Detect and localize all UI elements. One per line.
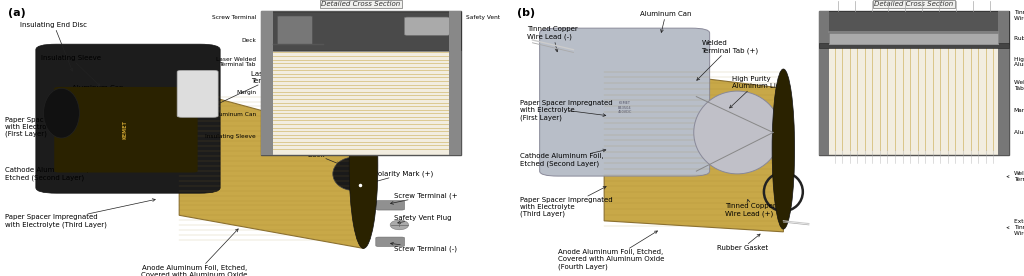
Text: Laser Welded
Terminal Tab: Laser Welded Terminal Tab bbox=[216, 57, 266, 68]
FancyBboxPatch shape bbox=[819, 11, 1009, 44]
Text: Tinned Copper
Wire Lead (+): Tinned Copper Wire Lead (+) bbox=[1007, 10, 1024, 21]
FancyBboxPatch shape bbox=[404, 17, 450, 35]
Text: Insulating End Disc: Insulating End Disc bbox=[20, 22, 87, 71]
Text: Screw Terminal (+: Screw Terminal (+ bbox=[390, 193, 458, 204]
Text: Aluminum Can: Aluminum Can bbox=[1007, 130, 1024, 135]
Polygon shape bbox=[604, 66, 783, 232]
Text: Safety Vent: Safety Vent bbox=[456, 15, 500, 20]
Text: Deck: Deck bbox=[241, 38, 266, 43]
Text: Cathode Aluminum Foil,
Etched (Second Layer): Cathode Aluminum Foil, Etched (Second La… bbox=[520, 149, 606, 167]
Text: KEMET: KEMET bbox=[123, 120, 127, 139]
FancyBboxPatch shape bbox=[540, 28, 710, 176]
Ellipse shape bbox=[43, 88, 80, 138]
Text: (b): (b) bbox=[517, 8, 536, 18]
Text: Insulating Sleeve: Insulating Sleeve bbox=[41, 55, 101, 86]
Ellipse shape bbox=[390, 220, 409, 230]
FancyBboxPatch shape bbox=[376, 201, 404, 210]
Text: Tinned Copper
Wire Lead (+): Tinned Copper Wire Lead (+) bbox=[725, 200, 776, 216]
FancyBboxPatch shape bbox=[36, 44, 220, 193]
Text: Paper Spacer Impregnated
with Electrolyte
(First Layer): Paper Spacer Impregnated with Electrolyt… bbox=[520, 100, 612, 121]
Text: Rubber Gasket: Rubber Gasket bbox=[1007, 36, 1024, 41]
Text: Polarity Mark (+): Polarity Mark (+) bbox=[367, 171, 433, 185]
Text: Aluminum Can: Aluminum Can bbox=[640, 11, 691, 32]
Text: Margin: Margin bbox=[236, 90, 266, 95]
FancyBboxPatch shape bbox=[819, 11, 829, 155]
FancyBboxPatch shape bbox=[261, 12, 461, 50]
Ellipse shape bbox=[694, 91, 781, 174]
Text: Screw Terminal: Screw Terminal bbox=[212, 15, 266, 20]
Text: KEMET
B43504
450VDC: KEMET B43504 450VDC bbox=[617, 101, 632, 114]
FancyBboxPatch shape bbox=[829, 33, 998, 44]
Text: Laser Welded
Terminal Tabs: Laser Welded Terminal Tabs bbox=[213, 71, 298, 106]
FancyBboxPatch shape bbox=[261, 11, 273, 155]
Text: Anode Aluminum Foil, Etched,
Covered with Aluminum Oxide
(Fourth Layer): Anode Aluminum Foil, Etched, Covered wit… bbox=[141, 229, 248, 276]
Text: (a): (a) bbox=[8, 8, 26, 18]
Text: Welded
Terminal Tab (+): Welded Terminal Tab (+) bbox=[696, 40, 759, 80]
Text: Safety Vent Plug: Safety Vent Plug bbox=[394, 215, 452, 224]
Ellipse shape bbox=[772, 69, 795, 229]
Text: Tinned Copper
Wire Lead (-): Tinned Copper Wire Lead (-) bbox=[527, 26, 579, 52]
Text: High Purity
Aluminum Lid: High Purity Aluminum Lid bbox=[1007, 57, 1024, 68]
Text: Insulating Sleeve: Insulating Sleeve bbox=[205, 134, 266, 139]
Text: Rubber Gasket: Rubber Gasket bbox=[717, 234, 768, 251]
Text: Aluminum Can: Aluminum Can bbox=[213, 112, 266, 117]
Text: Cathode Aluminum Foil,
Etched (Second Layer): Cathode Aluminum Foil, Etched (Second La… bbox=[5, 165, 156, 181]
FancyBboxPatch shape bbox=[819, 11, 1009, 155]
Text: Anode Aluminum Foil, Etched,
Covered with Aluminum Oxide
(Fourth Layer): Anode Aluminum Foil, Etched, Covered wit… bbox=[558, 231, 665, 270]
Ellipse shape bbox=[349, 83, 378, 248]
Text: Extended Cathode -
Tinned Copper
Wire Lead (-): Extended Cathode - Tinned Copper Wire Le… bbox=[1007, 219, 1024, 236]
Text: Welded Terminal
Tab (+): Welded Terminal Tab (+) bbox=[1007, 80, 1024, 91]
Polygon shape bbox=[179, 88, 364, 248]
FancyBboxPatch shape bbox=[998, 11, 1009, 155]
FancyBboxPatch shape bbox=[261, 11, 461, 155]
FancyBboxPatch shape bbox=[54, 87, 198, 172]
Text: Detailed Cross Section: Detailed Cross Section bbox=[322, 1, 400, 7]
Text: High Purity
Aluminum Lid: High Purity Aluminum Lid bbox=[730, 76, 780, 108]
FancyBboxPatch shape bbox=[449, 11, 461, 155]
Text: Detailed Cross Section: Detailed Cross Section bbox=[874, 1, 953, 7]
Text: Paper Spacer Impregnated
with Electrolyte
(Third Layer): Paper Spacer Impregnated with Electrolyt… bbox=[520, 187, 612, 217]
Text: Aluminum Can: Aluminum Can bbox=[72, 85, 140, 104]
Text: Paper Spacer Impregnated
with Electrolyte (Third Layer): Paper Spacer Impregnated with Electrolyt… bbox=[5, 199, 156, 227]
Text: Paper Spacer Impregnated
with Electrolyte
(First Layer): Paper Spacer Impregnated with Electrolyt… bbox=[5, 117, 156, 139]
FancyBboxPatch shape bbox=[819, 43, 1009, 48]
FancyBboxPatch shape bbox=[278, 16, 312, 45]
Ellipse shape bbox=[333, 157, 374, 190]
Text: Margin: Margin bbox=[1007, 108, 1024, 113]
Text: Deck: Deck bbox=[307, 152, 340, 164]
FancyBboxPatch shape bbox=[376, 237, 404, 246]
Text: Welded
Terminal Tab (-): Welded Terminal Tab (-) bbox=[1007, 171, 1024, 182]
Text: Screw Terminal (-): Screw Terminal (-) bbox=[390, 242, 458, 252]
FancyBboxPatch shape bbox=[177, 70, 218, 117]
